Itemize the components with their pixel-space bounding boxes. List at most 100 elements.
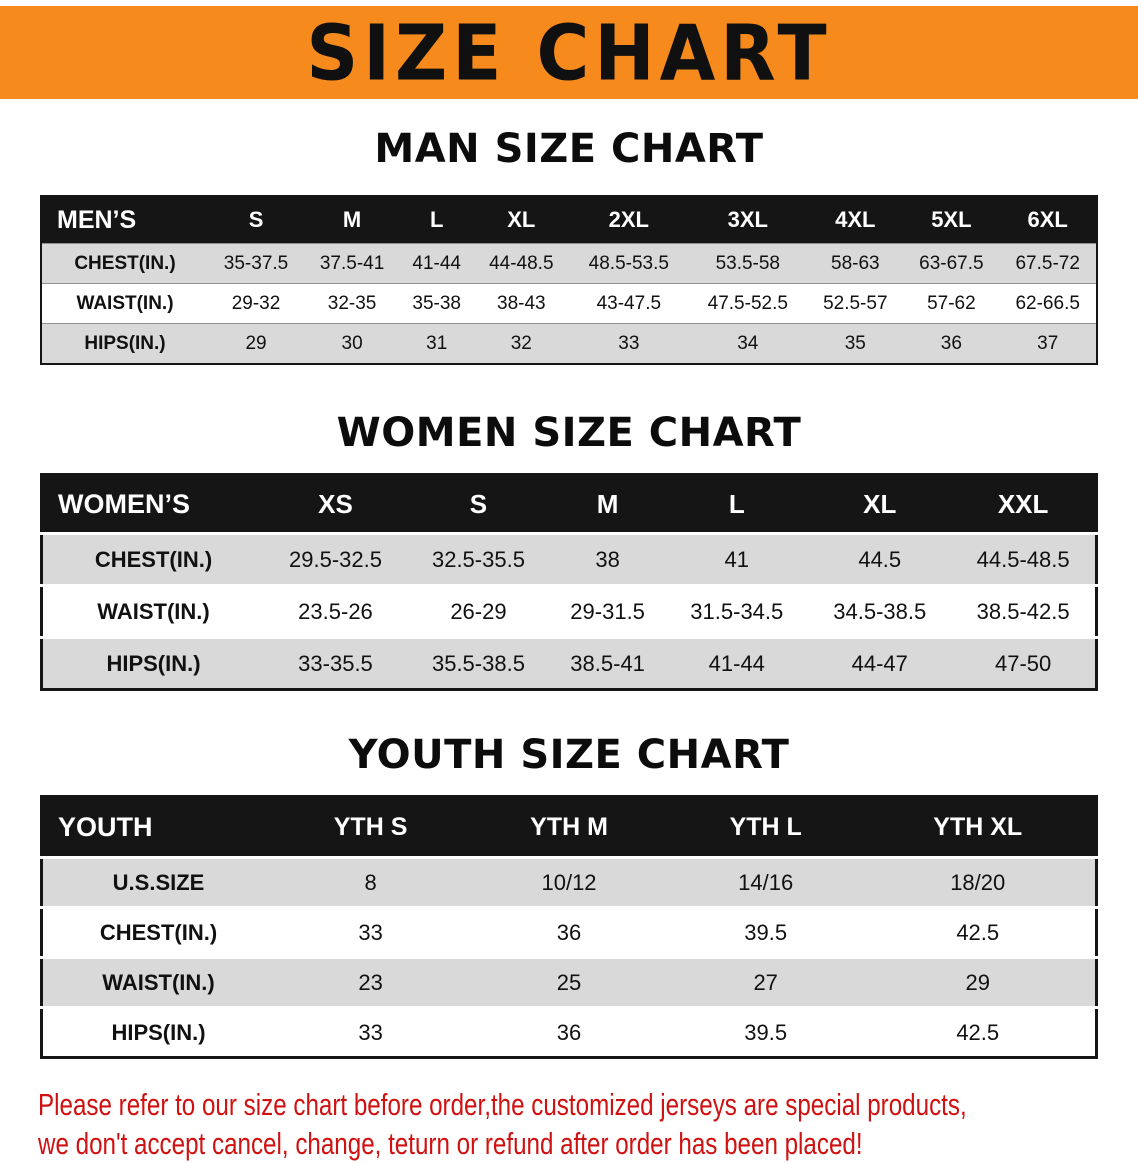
value-cell: 37 bbox=[999, 323, 1097, 364]
value-cell: 38.5-41 bbox=[549, 636, 666, 690]
size-header-cell: YTH XL bbox=[860, 796, 1097, 858]
value-cell: 8 bbox=[274, 856, 468, 908]
value-cell: 41-44 bbox=[665, 636, 809, 690]
value-cell: 52.5-57 bbox=[807, 283, 904, 324]
value-cell: 33 bbox=[569, 323, 689, 364]
size-header-cell: YTH L bbox=[670, 796, 861, 858]
measure-label-cell: CHEST(IN.) bbox=[41, 906, 274, 958]
value-cell: 44.5 bbox=[808, 532, 952, 586]
table-row: WAIST(IN.) 23 25 27 29 bbox=[41, 956, 1097, 1008]
table-row: WAIST(IN.) 23.5-26 26-29 29-31.5 31.5-34.5 34… bbox=[41, 584, 1097, 638]
value-cell: 23.5-26 bbox=[264, 584, 407, 638]
value-cell: 18/20 bbox=[860, 856, 1097, 908]
value-cell: 23 bbox=[274, 956, 468, 1008]
value-cell: 41 bbox=[665, 532, 809, 586]
value-cell: 35 bbox=[807, 323, 904, 364]
value-cell: 32.5-35.5 bbox=[406, 532, 550, 586]
footer-note-line-1: Please refer to our size chart before or… bbox=[38, 1087, 967, 1122]
table-row: WAIST(IN.) 29-32 32-35 35-38 38-43 43-47.5 47.… bbox=[41, 283, 1097, 324]
value-cell: 53.5-58 bbox=[688, 243, 808, 284]
value-cell: 35-37.5 bbox=[208, 243, 305, 284]
value-cell: 29 bbox=[860, 956, 1097, 1008]
table-header-row: MEN’S S M L XL 2XL 3XL 4XL 5XL 6XL bbox=[41, 196, 1097, 244]
measure-label-cell: WAIST(IN.) bbox=[41, 283, 208, 324]
measure-label-cell: WAIST(IN.) bbox=[41, 956, 274, 1008]
value-cell: 32-35 bbox=[304, 283, 401, 324]
size-header-cell: 3XL bbox=[688, 196, 808, 244]
value-cell: 42.5 bbox=[860, 1006, 1097, 1058]
value-cell: 33 bbox=[274, 1006, 468, 1058]
size-header-cell: XL bbox=[808, 474, 952, 534]
value-cell: 31 bbox=[400, 323, 474, 364]
value-cell: 31.5-34.5 bbox=[665, 584, 809, 638]
value-cell: 29-32 bbox=[208, 283, 305, 324]
men-size-table: MEN’S S M L XL 2XL 3XL 4XL 5XL 6XL CHEST(IN.) 35-37… bbox=[40, 195, 1098, 365]
value-cell: 43-47.5 bbox=[569, 283, 689, 324]
table-header-row: WOMEN’S XS S M L XL XXL bbox=[41, 474, 1097, 534]
value-cell: 47-50 bbox=[951, 636, 1097, 690]
size-header-cell: 6XL bbox=[999, 196, 1097, 244]
measure-label-cell: CHEST(IN.) bbox=[41, 532, 264, 586]
value-cell: 38 bbox=[549, 532, 666, 586]
value-cell: 57-62 bbox=[903, 283, 1000, 324]
value-cell: 35-38 bbox=[400, 283, 474, 324]
value-cell: 63-67.5 bbox=[903, 243, 1000, 284]
value-cell: 33 bbox=[274, 906, 468, 958]
table-row: U.S.SIZE 8 10/12 14/16 18/20 bbox=[41, 856, 1097, 908]
value-cell: 29-31.5 bbox=[549, 584, 666, 638]
women-size-table: WOMEN’S XS S M L XL XXL CHEST(IN.) 29.5-32.5 32.5… bbox=[40, 473, 1098, 691]
value-cell: 37.5-41 bbox=[304, 243, 401, 284]
value-cell: 36 bbox=[467, 906, 671, 958]
table-row: CHEST(IN.) 35-37.5 37.5-41 41-44 44-48.5 48.5… bbox=[41, 243, 1097, 284]
table-header-row: YOUTH YTH S YTH M YTH L YTH XL bbox=[41, 796, 1097, 858]
value-cell: 38-43 bbox=[473, 283, 570, 324]
value-cell: 39.5 bbox=[670, 906, 861, 958]
value-cell: 34 bbox=[688, 323, 808, 364]
measure-label-cell: CHEST(IN.) bbox=[41, 243, 208, 284]
women-chart-heading: WOMEN SIZE CHART bbox=[336, 410, 802, 456]
value-cell: 44.5-48.5 bbox=[951, 532, 1097, 586]
measure-label-cell: HIPS(IN.) bbox=[41, 636, 264, 690]
size-header-cell: YTH S bbox=[274, 796, 468, 858]
banner-title: SIZE CHART bbox=[306, 7, 832, 98]
value-cell: 27 bbox=[670, 956, 861, 1008]
value-cell: 44-48.5 bbox=[473, 243, 570, 284]
value-cell: 26-29 bbox=[406, 584, 550, 638]
table-row: CHEST(IN.) 29.5-32.5 32.5-35.5 38 41 44.5 44.5… bbox=[41, 532, 1097, 586]
value-cell: 29 bbox=[208, 323, 305, 364]
youth-size-table: YOUTH YTH S YTH M YTH L YTH XL U.S.SIZE 8 10/12… bbox=[40, 795, 1098, 1059]
size-header-cell: XS bbox=[264, 474, 407, 534]
size-header-cell: M bbox=[549, 474, 666, 534]
value-cell: 67.5-72 bbox=[999, 243, 1097, 284]
size-header-cell: 2XL bbox=[569, 196, 689, 244]
measure-label-cell: HIPS(IN.) bbox=[41, 323, 208, 364]
value-cell: 29.5-32.5 bbox=[264, 532, 407, 586]
value-cell: 14/16 bbox=[670, 856, 861, 908]
size-header-cell: S bbox=[208, 196, 305, 244]
youth-chart-heading: YOUTH SIZE CHART bbox=[348, 732, 790, 778]
size-header-cell: 4XL bbox=[807, 196, 904, 244]
table-row: HIPS(IN.) 33 36 39.5 42.5 bbox=[41, 1006, 1097, 1058]
measure-label-cell: U.S.SIZE bbox=[41, 856, 274, 908]
value-cell: 36 bbox=[903, 323, 1000, 364]
measure-label-cell: HIPS(IN.) bbox=[41, 1006, 274, 1058]
size-header-cell: L bbox=[665, 474, 809, 534]
value-cell: 30 bbox=[304, 323, 401, 364]
measure-label-cell: WAIST(IN.) bbox=[41, 584, 264, 638]
value-cell: 39.5 bbox=[670, 1006, 861, 1058]
value-cell: 62-66.5 bbox=[999, 283, 1097, 324]
value-cell: 35.5-38.5 bbox=[406, 636, 550, 690]
table-title-cell: MEN’S bbox=[41, 196, 208, 244]
value-cell: 41-44 bbox=[400, 243, 474, 284]
table-title-cell: WOMEN’S bbox=[41, 474, 264, 534]
value-cell: 32 bbox=[473, 323, 570, 364]
table-row: HIPS(IN.) 33-35.5 35.5-38.5 38.5-41 41-44 44-… bbox=[41, 636, 1097, 690]
size-header-cell: 5XL bbox=[903, 196, 1000, 244]
value-cell: 42.5 bbox=[860, 906, 1097, 958]
size-header-cell: YTH M bbox=[467, 796, 671, 858]
footer-note-line-2: we don't accept cancel, change, teturn o… bbox=[38, 1126, 863, 1161]
size-chart-graphic: SIZE CHART MAN SIZE CHART MEN’S S M L XL 2XL 3… bbox=[0, 6, 1138, 1163]
size-header-cell: L bbox=[400, 196, 474, 244]
value-cell: 47.5-52.5 bbox=[688, 283, 808, 324]
value-cell: 36 bbox=[467, 1006, 671, 1058]
